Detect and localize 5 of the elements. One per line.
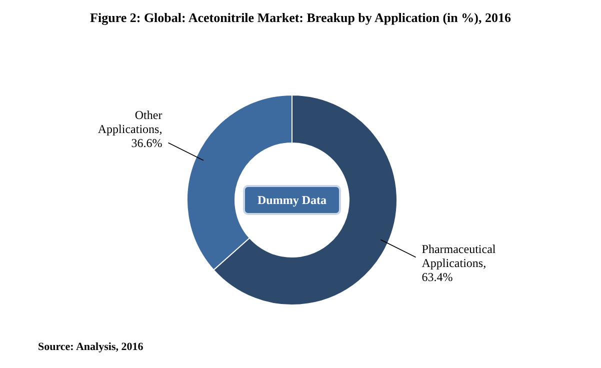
slice-label: Pharmaceutical Applications, 63.4% xyxy=(422,242,496,284)
source-note: Source: Analysis, 2016 xyxy=(38,341,144,353)
text: Dummy Data xyxy=(258,193,326,207)
slice-label: Other Applications, 36.6% xyxy=(98,108,162,150)
chart-title: Figure 2: Global: Acetonitrile Market: Breakup by Application (in %), 2016 xyxy=(90,10,512,25)
